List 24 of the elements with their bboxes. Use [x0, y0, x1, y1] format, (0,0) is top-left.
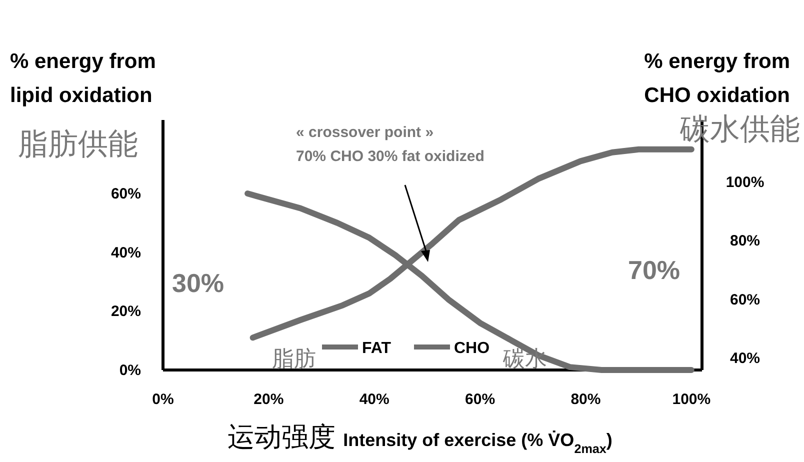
x-axis-title: 运动强度 Intensity of exercise (% V̇O$_{2max}$): [228, 422, 612, 456]
y2-tick-label: 40%: [730, 350, 760, 368]
annotation: 30%: [172, 268, 224, 298]
y-tick-label: 20%: [110, 303, 141, 320]
x-tick-label: 0%: [152, 391, 174, 408]
y-axis-title: % energy from lipid oxidation: [10, 50, 156, 107]
annotation: 70%: [628, 255, 680, 285]
x-tick-label: 100%: [672, 391, 711, 408]
x-tick-label: 60%: [465, 391, 496, 408]
annotation: 脂肪: [272, 346, 316, 371]
text: 脂肪供能: [18, 128, 138, 161]
annotation: « crossover point » 70% CHO 30% fat oxidized: [296, 124, 484, 165]
legend-label: CHO: [454, 340, 490, 357]
y2-tick-label: 100%: [726, 174, 764, 191]
legend-label: FAT: [362, 340, 392, 357]
y2-tick-label: 80%: [730, 232, 760, 250]
y-tick-label: 40%: [110, 244, 141, 262]
y2-axis-title: % energy from CHO oxidation: [644, 50, 790, 107]
y-tick-label: 60%: [110, 186, 141, 203]
x-tick-label: 40%: [359, 391, 390, 408]
y-tick-label: 0%: [119, 362, 141, 379]
x-tick-label: 80%: [570, 391, 601, 408]
y2-tick-label: 60%: [730, 291, 760, 308]
x-tick-label: 20%: [254, 391, 284, 408]
